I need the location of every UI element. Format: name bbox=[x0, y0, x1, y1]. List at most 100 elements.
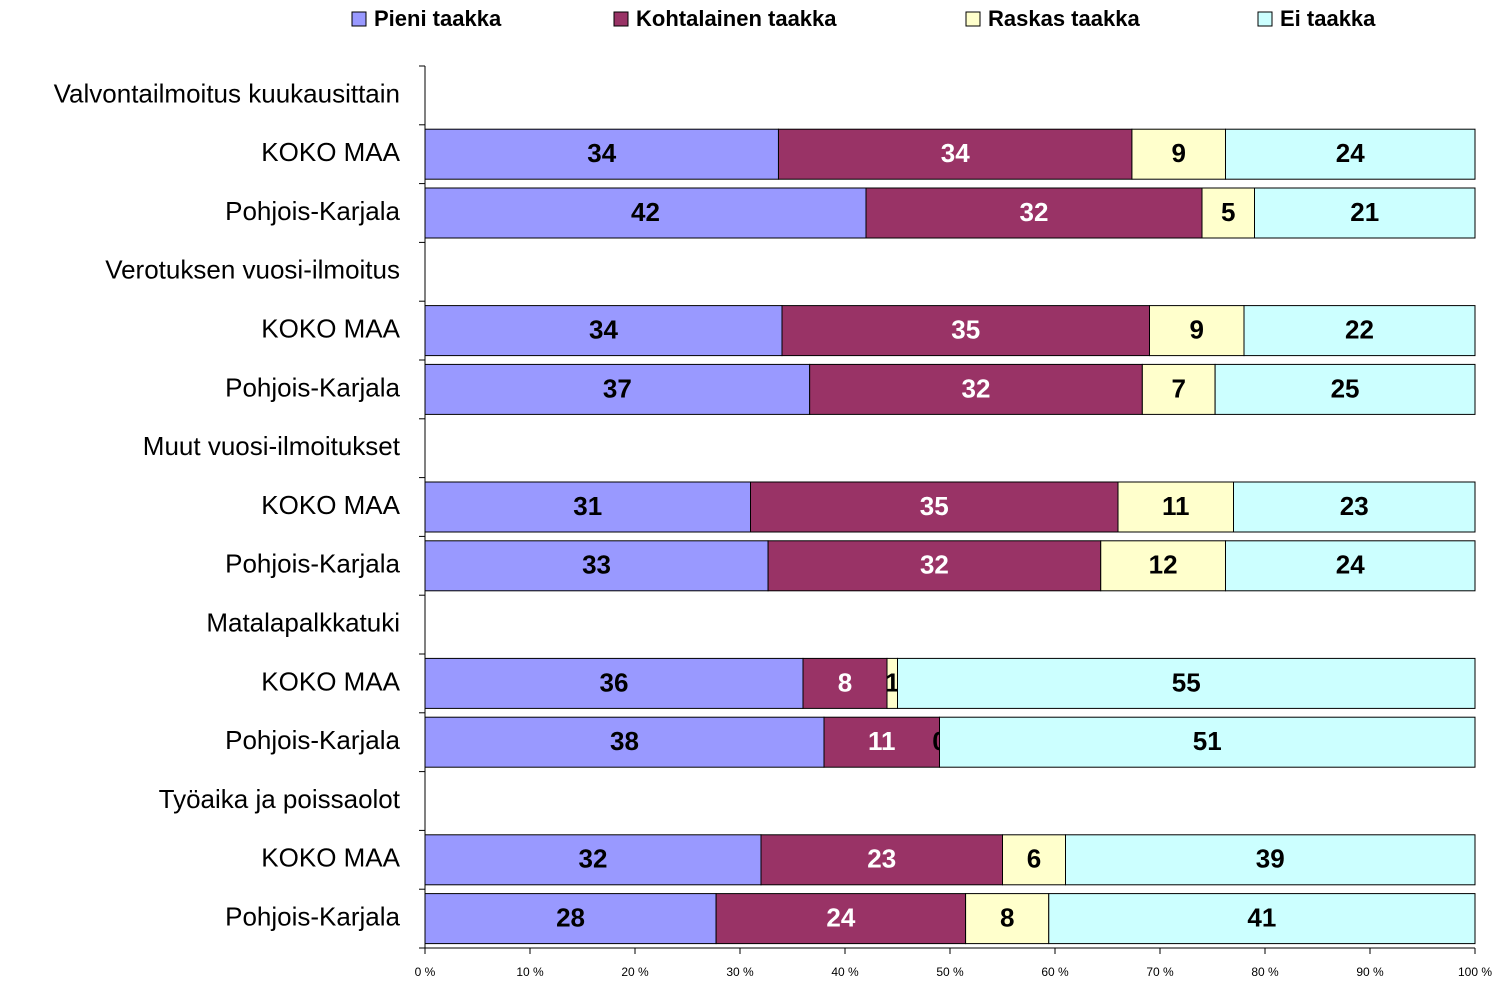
x-tick-label: 20 % bbox=[621, 965, 649, 979]
x-tick-label: 30 % bbox=[726, 965, 754, 979]
data-label: 32 bbox=[1020, 197, 1049, 227]
y-tick-label: Pohjois-Karjala bbox=[225, 196, 400, 226]
legend-swatch bbox=[965, 11, 981, 27]
bar bbox=[1224, 540, 1476, 592]
bar bbox=[1224, 128, 1476, 180]
data-label: 9 bbox=[1190, 314, 1204, 344]
x-tick-label: 70 % bbox=[1146, 965, 1174, 979]
bar bbox=[1214, 363, 1476, 415]
data-label: 11 bbox=[1162, 491, 1190, 521]
bar bbox=[1233, 481, 1476, 533]
legend-label: Kohtalainen taakka bbox=[636, 6, 837, 31]
data-label: 39 bbox=[1256, 844, 1285, 874]
legend-label: Raskas taakka bbox=[988, 6, 1140, 31]
data-label: 11 bbox=[868, 726, 896, 756]
bar bbox=[1201, 187, 1255, 239]
data-label: 9 bbox=[1171, 138, 1185, 168]
bar bbox=[424, 834, 762, 886]
y-tick-label: Pohjois-Karjala bbox=[225, 725, 400, 755]
data-label: 23 bbox=[867, 844, 896, 874]
data-label: 34 bbox=[941, 138, 970, 168]
bar bbox=[1048, 893, 1476, 945]
bar bbox=[424, 657, 804, 709]
y-tick-label: Muut vuosi-ilmoitukset bbox=[143, 431, 401, 461]
bar bbox=[424, 893, 717, 945]
data-label: 24 bbox=[1336, 138, 1365, 168]
bar bbox=[1254, 187, 1476, 239]
bar bbox=[424, 128, 779, 180]
data-label: 32 bbox=[962, 373, 991, 403]
x-tick-label: 100 % bbox=[1458, 965, 1492, 979]
bar bbox=[897, 657, 1476, 709]
data-label: 35 bbox=[951, 314, 980, 344]
y-tick-label: KOKO MAA bbox=[261, 313, 400, 343]
legend-swatch bbox=[613, 11, 629, 27]
data-label: 22 bbox=[1345, 314, 1374, 344]
bar bbox=[424, 481, 751, 533]
y-tick-label: Pohjois-Karjala bbox=[225, 372, 400, 402]
x-tick-label: 40 % bbox=[831, 965, 859, 979]
data-label: 41 bbox=[1247, 902, 1276, 932]
data-label: 28 bbox=[556, 902, 585, 932]
bar bbox=[777, 128, 1133, 180]
y-tick-label: Matalapalkkatuki bbox=[206, 607, 400, 637]
legend-swatch bbox=[1257, 11, 1273, 27]
bar bbox=[1065, 834, 1476, 886]
data-label: 7 bbox=[1171, 373, 1185, 403]
data-label: 1 bbox=[885, 667, 899, 697]
bar bbox=[965, 893, 1050, 945]
data-label: 21 bbox=[1350, 197, 1379, 227]
bar bbox=[809, 363, 1143, 415]
bar bbox=[781, 305, 1150, 357]
data-label: 25 bbox=[1331, 373, 1360, 403]
data-label: 8 bbox=[838, 667, 852, 697]
y-tick-label: KOKO MAA bbox=[261, 490, 400, 520]
data-label: 32 bbox=[579, 844, 608, 874]
bar bbox=[424, 187, 867, 239]
y-tick-label: Valvontailmoitus kuukausittain bbox=[54, 78, 400, 108]
data-label: 42 bbox=[631, 197, 660, 227]
data-label: 8 bbox=[1000, 902, 1014, 932]
y-tick-label: Pohjois-Karjala bbox=[225, 549, 400, 579]
y-tick-label: Pohjois-Karjala bbox=[225, 901, 400, 931]
data-label: 34 bbox=[589, 314, 618, 344]
bar bbox=[715, 893, 967, 945]
legend-label: Ei taakka bbox=[1280, 6, 1376, 31]
data-label: 36 bbox=[600, 667, 629, 697]
bar bbox=[424, 363, 811, 415]
data-label: 35 bbox=[920, 491, 949, 521]
bar bbox=[939, 716, 1476, 768]
bar bbox=[823, 716, 940, 768]
x-tick-label: 10 % bbox=[516, 965, 544, 979]
data-label: 12 bbox=[1149, 550, 1178, 580]
data-label: 55 bbox=[1172, 667, 1201, 697]
bar bbox=[1131, 128, 1226, 180]
y-tick-label: KOKO MAA bbox=[261, 666, 400, 696]
bar bbox=[1100, 540, 1226, 592]
bar bbox=[750, 481, 1119, 533]
bar bbox=[865, 187, 1203, 239]
bar bbox=[1117, 481, 1234, 533]
y-tick-label: KOKO MAA bbox=[261, 843, 400, 873]
data-label: 23 bbox=[1340, 491, 1369, 521]
x-tick-label: 0 % bbox=[415, 965, 436, 979]
x-tick-label: 90 % bbox=[1356, 965, 1384, 979]
data-label: 37 bbox=[603, 373, 632, 403]
data-label: 38 bbox=[610, 726, 639, 756]
x-tick-label: 60 % bbox=[1041, 965, 1069, 979]
bar bbox=[1141, 363, 1216, 415]
y-tick-label: KOKO MAA bbox=[261, 137, 400, 167]
data-label: 5 bbox=[1221, 197, 1235, 227]
bar bbox=[424, 305, 783, 357]
x-tick-label: 50 % bbox=[936, 965, 964, 979]
bar bbox=[1243, 305, 1476, 357]
data-label: 24 bbox=[826, 902, 855, 932]
x-tick-label: 80 % bbox=[1251, 965, 1279, 979]
data-label: 32 bbox=[920, 550, 949, 580]
data-label: 31 bbox=[573, 491, 602, 521]
y-tick-label: Työaika ja poissaolot bbox=[159, 784, 401, 814]
bar bbox=[1149, 305, 1245, 357]
legend-swatch bbox=[351, 11, 367, 27]
data-label: 33 bbox=[582, 550, 611, 580]
